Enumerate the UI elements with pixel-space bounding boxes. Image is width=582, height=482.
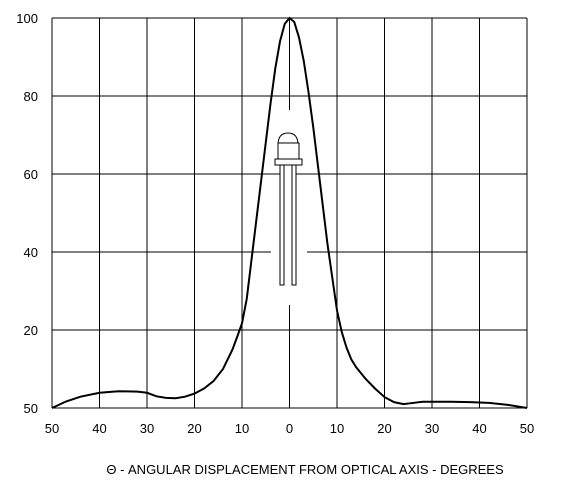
y-tick-label: 100 — [16, 11, 38, 26]
x-tick-label: 50 — [45, 421, 59, 436]
x-tick-label: 30 — [140, 421, 154, 436]
intensity-curve — [51, 16, 528, 409]
led-diagram-icon — [274, 132, 303, 286]
y-tick-label: 20 — [24, 323, 38, 338]
x-tick-label: 0 — [286, 421, 293, 436]
y-tick-label: 60 — [24, 167, 38, 182]
x-tick-label: 10 — [235, 421, 249, 436]
y-tick-label: 50 — [24, 401, 38, 416]
x-tick-labels: 50 40 30 20 10 0 10 20 30 40 50 — [45, 421, 534, 436]
y-tick-label: 80 — [24, 89, 38, 104]
x-tick-label: 10 — [330, 421, 344, 436]
x-tick-label: 40 — [472, 421, 486, 436]
x-tick-label: 20 — [187, 421, 201, 436]
y-tick-labels: 50 20 40 60 80 100 — [16, 11, 38, 416]
x-tick-label: 20 — [377, 421, 391, 436]
x-tick-label: 40 — [92, 421, 106, 436]
grid-lines — [51, 17, 528, 409]
x-tick-label: 30 — [425, 421, 439, 436]
led-background — [271, 245, 307, 259]
x-tick-label: 50 — [520, 421, 534, 436]
y-tick-label: 40 — [24, 245, 38, 260]
x-axis-label: Θ - ANGULAR DISPLACEMENT FROM OPTICAL AX… — [106, 462, 504, 477]
